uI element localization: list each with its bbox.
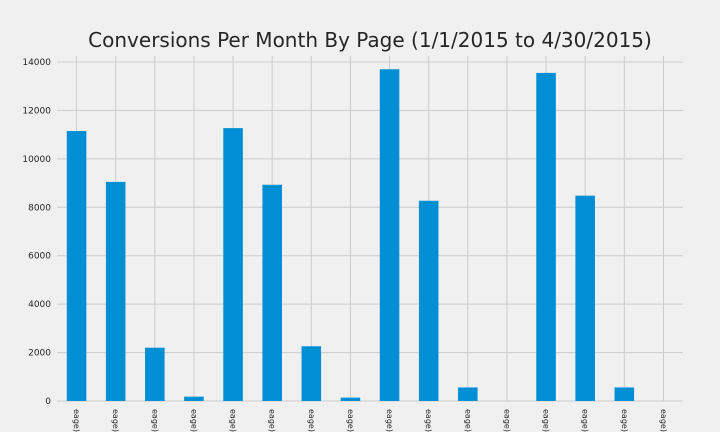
- bar: [340, 397, 361, 401]
- x-tick-label: eage): [620, 409, 629, 432]
- x-tick-label: eage): [659, 409, 668, 432]
- bar: [301, 346, 322, 401]
- x-tick-label: eage): [463, 409, 472, 432]
- y-tick-label: 4000: [28, 300, 51, 310]
- x-tick-label: eage): [268, 409, 277, 432]
- bar: [66, 131, 87, 401]
- x-tick-label: eage): [385, 409, 394, 432]
- y-tick-label: 12000: [22, 106, 51, 116]
- bar: [418, 200, 439, 401]
- x-tick-label: eage): [150, 409, 159, 432]
- bar: [536, 72, 556, 402]
- y-tick-label: 0: [45, 397, 51, 407]
- x-tick-label: eage): [189, 409, 198, 432]
- bar: [105, 181, 126, 401]
- bar: [458, 387, 478, 401]
- bar: [262, 184, 282, 401]
- bar: [223, 128, 243, 402]
- x-tick-label: eage): [581, 409, 590, 432]
- y-axis-ticks: 0 2000 4000 6000 8000 10000 12000 14000: [22, 58, 51, 407]
- x-tick-label: eage): [346, 409, 355, 432]
- x-tick-label: eage): [424, 409, 433, 432]
- y-tick-label: 10000: [22, 155, 51, 165]
- bar: [379, 69, 400, 401]
- x-tick-label: eage): [111, 409, 120, 432]
- bar: [184, 396, 204, 401]
- bars: [66, 69, 635, 402]
- y-tick-label: 6000: [28, 252, 51, 262]
- x-tick-label: eage): [502, 409, 511, 432]
- x-tick-label: eage): [229, 409, 238, 432]
- x-tick-label: eage): [542, 409, 551, 432]
- x-tick-label: eage): [307, 409, 316, 432]
- y-tick-label: 14000: [22, 58, 51, 68]
- bar: [614, 387, 635, 401]
- y-tick-label: 8000: [28, 203, 51, 213]
- x-axis-ticks: eage) eage) eage) eage) eage) eage) eage) eage)…: [72, 409, 668, 432]
- bar: [145, 347, 165, 401]
- chart-title: Conversions Per Month By Page (1/1/2015 …: [88, 28, 652, 52]
- y-tick-label: 2000: [28, 349, 51, 359]
- bar: [575, 195, 595, 401]
- x-tick-label: eage): [72, 409, 81, 432]
